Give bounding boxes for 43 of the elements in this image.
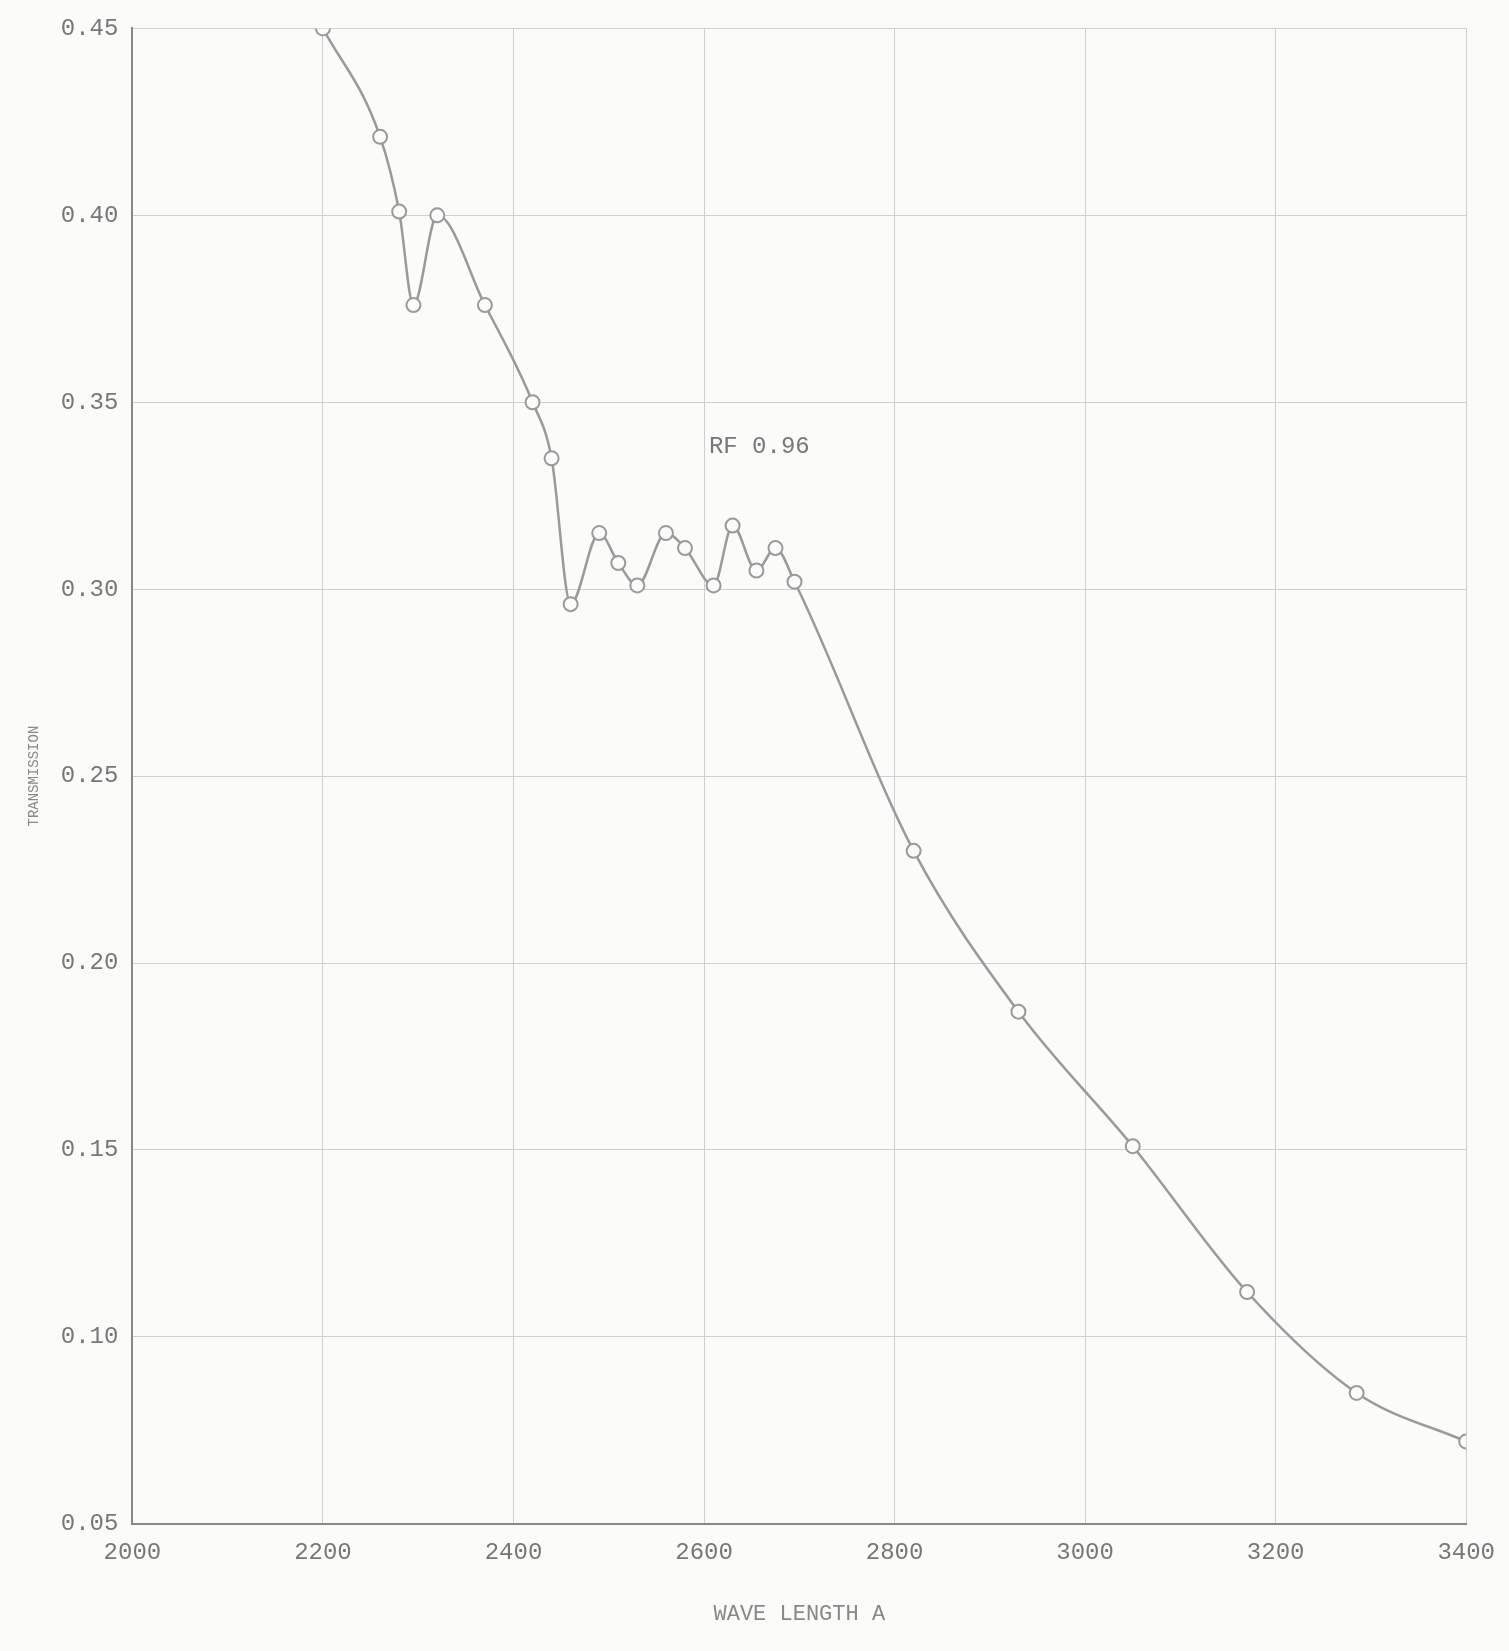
x-tick-label: 2400 <box>484 1538 543 1566</box>
y-tick-label: 0.20 <box>60 949 119 977</box>
y-tick-label: 0.10 <box>60 1323 119 1351</box>
y-tick-label: 0.15 <box>60 1136 119 1164</box>
y-tick-label: 0.40 <box>60 201 119 229</box>
point <box>767 540 784 557</box>
point <box>657 525 674 542</box>
x-tick-label: 3400 <box>1437 1538 1495 1566</box>
point <box>1239 1284 1256 1301</box>
x-tick-label: 2200 <box>294 1538 352 1566</box>
point <box>476 297 493 314</box>
y-axis-title: TRANSMISSION <box>26 725 43 827</box>
y-tick-label: 0.35 <box>60 388 119 416</box>
point <box>543 450 560 467</box>
y-tick-label: 0.05 <box>60 1510 119 1538</box>
point <box>562 596 579 613</box>
point <box>1010 1003 1027 1020</box>
point <box>1124 1138 1141 1155</box>
point <box>786 573 803 590</box>
point <box>1348 1384 1365 1401</box>
x-tick-label: 2800 <box>865 1538 924 1566</box>
point <box>905 842 922 859</box>
x-tick-label: 3200 <box>1246 1538 1305 1566</box>
point <box>391 203 408 220</box>
annotation: RF 0.96 <box>708 433 810 461</box>
y-tick-label: 0.30 <box>60 575 119 603</box>
point <box>372 128 389 145</box>
x-tick-label: 2000 <box>103 1538 162 1566</box>
point <box>748 562 765 579</box>
point <box>405 297 422 314</box>
x-tick-label: 2600 <box>675 1538 733 1566</box>
point <box>676 540 693 557</box>
point <box>705 577 722 594</box>
y-tick-label: 0.25 <box>60 762 119 790</box>
y-tick-label: 0.45 <box>60 14 119 42</box>
point <box>629 577 646 594</box>
point <box>591 525 608 542</box>
x-axis-title: WAVE LENGTH A <box>713 1601 886 1627</box>
point <box>724 517 741 534</box>
x-tick-label: 3000 <box>1056 1538 1114 1566</box>
point <box>429 207 446 224</box>
point <box>610 555 627 572</box>
point <box>524 394 541 411</box>
